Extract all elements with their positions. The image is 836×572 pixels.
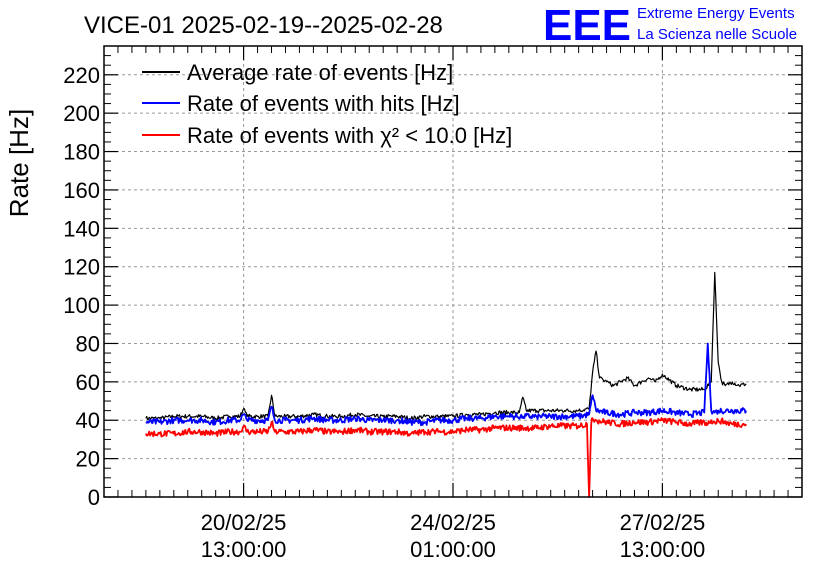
y-tick-label: 0 bbox=[88, 485, 100, 510]
legend-label-average: Average rate of events [Hz] bbox=[187, 60, 453, 85]
series-line-0 bbox=[145, 271, 747, 421]
y-tick-label: 60 bbox=[76, 370, 100, 395]
x-tick-label-time: 13:00:00 bbox=[201, 537, 287, 562]
y-tick-label: 40 bbox=[76, 408, 100, 433]
legend: Average rate of events [Hz] Rate of even… bbox=[142, 60, 512, 148]
y-tick-label: 140 bbox=[63, 216, 100, 241]
logo-line-1: Extreme Energy Events bbox=[637, 5, 795, 22]
y-tick-label: 180 bbox=[63, 140, 100, 165]
series-layer bbox=[145, 271, 747, 498]
y-axis-label: Rate [Hz] bbox=[4, 109, 34, 217]
eee-logo: EEE Extreme Energy Events La Scienza nel… bbox=[543, 1, 797, 50]
y-tick-label: 200 bbox=[63, 101, 100, 126]
series-line-2 bbox=[145, 417, 747, 498]
x-tick-label-date: 27/02/25 bbox=[620, 510, 706, 535]
x-tick-label-date: 24/02/25 bbox=[410, 510, 496, 535]
y-axis: 0 20 40 60 80 100 120 140 160 180 200 220 bbox=[63, 55, 802, 510]
y-tick-label: 20 bbox=[76, 447, 100, 472]
chart-title: VICE-01 2025-02-19--2025-02-28 bbox=[84, 12, 443, 39]
x-tick-label-time: 13:00:00 bbox=[620, 537, 706, 562]
series-line-1 bbox=[145, 342, 747, 427]
logo-line-2: La Scienza nelle Scuole bbox=[637, 26, 797, 43]
y-tick-label: 160 bbox=[63, 178, 100, 203]
x-tick-label-time: 01:00:00 bbox=[410, 537, 496, 562]
legend-label-hits: Rate of events with hits [Hz] bbox=[187, 91, 460, 116]
y-tick-label: 100 bbox=[63, 293, 100, 318]
y-tick-label: 220 bbox=[63, 63, 100, 88]
x-axis: 20/02/2513:00:0024/02/2501:00:0027/02/25… bbox=[117, 46, 803, 562]
y-tick-label: 120 bbox=[63, 255, 100, 280]
legend-label-chi2: Rate of events with χ² < 10.0 [Hz] bbox=[187, 123, 512, 148]
logo-mark: EEE bbox=[543, 1, 631, 50]
x-tick-label-date: 20/02/25 bbox=[201, 510, 287, 535]
y-tick-label: 80 bbox=[76, 331, 100, 356]
